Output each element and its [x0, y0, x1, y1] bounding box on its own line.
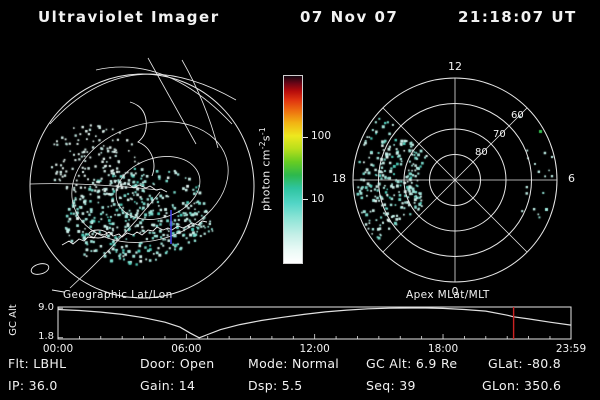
app-title: Ultraviolet Imager — [38, 8, 220, 26]
strip-left-axis-label: Geographic Lat/Lon — [63, 289, 173, 301]
status-flt: Flt: LBHL — [8, 356, 67, 371]
strip-tick-group — [58, 307, 551, 339]
status-gain: Gain: 14 — [140, 378, 196, 393]
strip-right-axis-label: Apex MLat/MLT — [406, 289, 490, 301]
colorbar-label-sup: -1 — [258, 127, 267, 136]
colorbar-tick-label: 100 — [311, 130, 332, 143]
xtick-1800: 18:00 — [427, 343, 459, 355]
mlt-label-18: 18 — [332, 172, 346, 185]
polar-grid-overlay — [352, 77, 558, 283]
meridian-line — [147, 57, 197, 145]
geographic-map-panel — [10, 52, 260, 300]
latitude-ellipse-outer — [71, 121, 229, 243]
ytick-1-8: 1.8 — [38, 331, 54, 342]
colorbar-gradient — [283, 75, 303, 264]
xtick-2359: 23:59 — [555, 343, 587, 355]
coastline-path — [61, 220, 208, 246]
colorbar-tick — [303, 136, 308, 138]
date-label: 07 Nov 07 — [300, 8, 399, 26]
colorbar-label-text: s — [259, 135, 273, 142]
xtick-0600: 06:00 — [171, 343, 202, 355]
ytick-9: 9.0 — [38, 302, 54, 313]
status-glat: GLat: -80.8 — [488, 356, 562, 371]
status-seq: Seq: 39 — [366, 378, 416, 393]
status-glon: GLon: 350.6 — [482, 378, 562, 393]
coastline-fragment — [127, 183, 168, 193]
status-mode: Mode: Normal — [248, 356, 340, 371]
time-label: 21:18:07 UT — [458, 8, 577, 26]
coastline-peninsula — [129, 101, 155, 177]
coastline-fragment — [51, 289, 65, 293]
colorbar-label: photon cm-2s-1 — [258, 109, 273, 229]
colorbar-tick-label: 10 — [311, 192, 325, 205]
strip-y-axis-title: GC Alt — [8, 304, 19, 336]
status-door: Door: Open — [140, 356, 215, 371]
meridian-arc — [69, 191, 161, 289]
colorbar-tick — [303, 199, 308, 201]
mlat-ring-label-60: 60 — [511, 110, 524, 121]
mlt-spoke — [382, 107, 528, 253]
colorbar-label-text: photon cm — [259, 149, 273, 211]
meridian-line — [181, 59, 219, 149]
mlt-label-12: 12 — [448, 60, 462, 73]
map-emission-dots — [10, 52, 260, 300]
xtick-1200: 12:00 — [299, 343, 330, 355]
mlt-label-6: 6 — [568, 172, 575, 185]
mlat-ring-label-80: 80 — [475, 147, 488, 158]
status-dsp: Dsp: 5.5 — [248, 378, 303, 393]
gc-alt-strip-chart — [57, 306, 572, 340]
meridian-arc — [95, 66, 233, 125]
status-ip: IP: 36.0 — [8, 378, 58, 393]
mlt-label-0: 0 — [451, 285, 459, 298]
mlat-ring-label-70: 70 — [493, 129, 506, 140]
latitude-ellipse-inner — [115, 156, 201, 220]
meridian-arc — [29, 183, 159, 191]
xtick-0000: 00:00 — [42, 343, 74, 355]
island-outline — [30, 263, 50, 275]
colorbar: 10 100 — [283, 72, 353, 272]
colorbar-label-sup: -2 — [258, 141, 267, 150]
island-outline — [88, 229, 108, 239]
meridian-arc — [49, 73, 237, 125]
status-gc-alt: GC Alt: 6.9 Re — [366, 356, 458, 371]
altitude-curve — [57, 307, 572, 339]
apex-polar-panel: 12 18 6 0 80 70 60 — [330, 50, 580, 300]
map-grid-overlay — [29, 57, 255, 299]
